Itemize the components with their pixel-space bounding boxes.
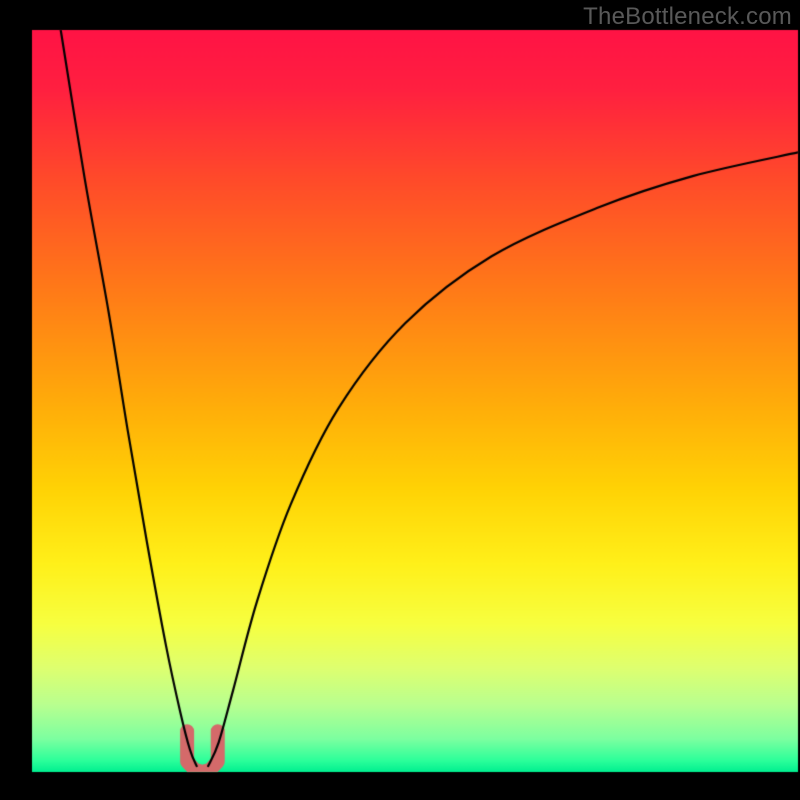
bottleneck-curve-canvas: [0, 0, 800, 800]
watermark-text: TheBottleneck.com: [583, 3, 792, 31]
chart-stage: TheBottleneck.com: [0, 0, 800, 800]
